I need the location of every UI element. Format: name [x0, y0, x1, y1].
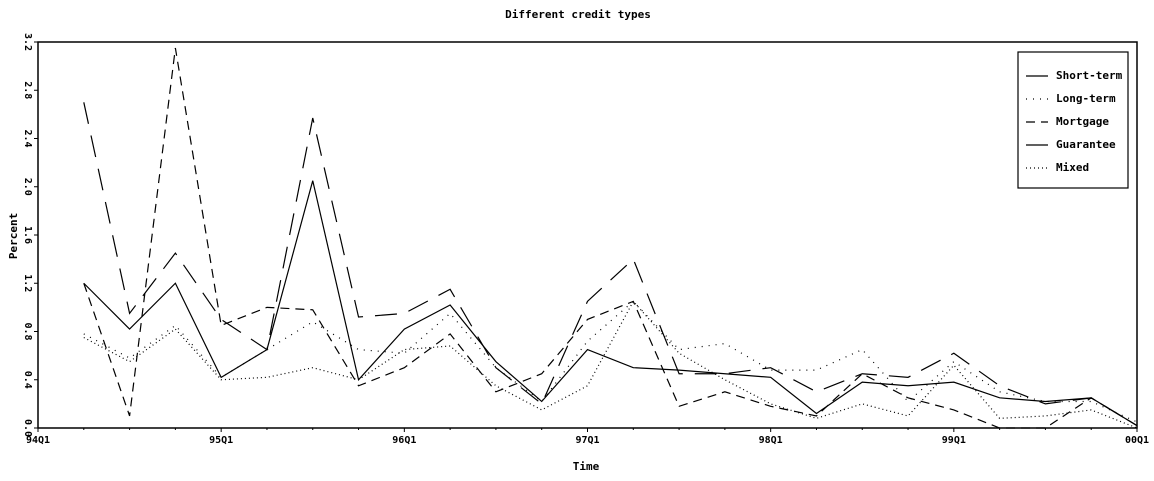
plot-frame [37, 41, 1138, 429]
legend-label: Mixed [1056, 161, 1089, 174]
series-line [83, 300, 1138, 423]
y-tick-label: 1.2 [22, 274, 33, 292]
y-axis-label: Percent [7, 213, 20, 259]
x-tick-label: 99Q1 [942, 435, 966, 446]
y-tick-label: 1.6 [22, 226, 33, 244]
y-tick-label: 0.8 [22, 322, 33, 340]
x-tick-label: 98Q1 [759, 435, 783, 446]
y-tick-label: 3.2 [22, 33, 33, 51]
legend-label: Guarantee [1056, 138, 1116, 151]
y-tick-label: 2.0 [22, 178, 33, 196]
y-tick-label: 2.8 [22, 81, 33, 99]
x-tick-label: 95Q1 [209, 435, 233, 446]
legend-label: Mortgage [1056, 115, 1109, 128]
legend-label: Short-term [1056, 69, 1123, 82]
legend-label: Long-term [1056, 92, 1116, 105]
x-tick-label: 97Q1 [575, 435, 599, 446]
x-axis-label: Time [573, 460, 600, 473]
series-line [83, 47, 1138, 429]
x-tick-label: 94Q1 [26, 435, 50, 446]
y-tick-label: 2.4 [22, 129, 33, 147]
legend-box [1017, 51, 1129, 189]
series-line [83, 102, 1138, 427]
x-tick-label: 00Q1 [1125, 435, 1149, 446]
x-tick-label: 96Q1 [392, 435, 416, 446]
chart-title: Different credit types [505, 8, 651, 21]
y-tick-label: 0.0 [22, 419, 33, 437]
y-tick-label: 0.4 [22, 371, 33, 389]
series-line [83, 180, 1138, 427]
